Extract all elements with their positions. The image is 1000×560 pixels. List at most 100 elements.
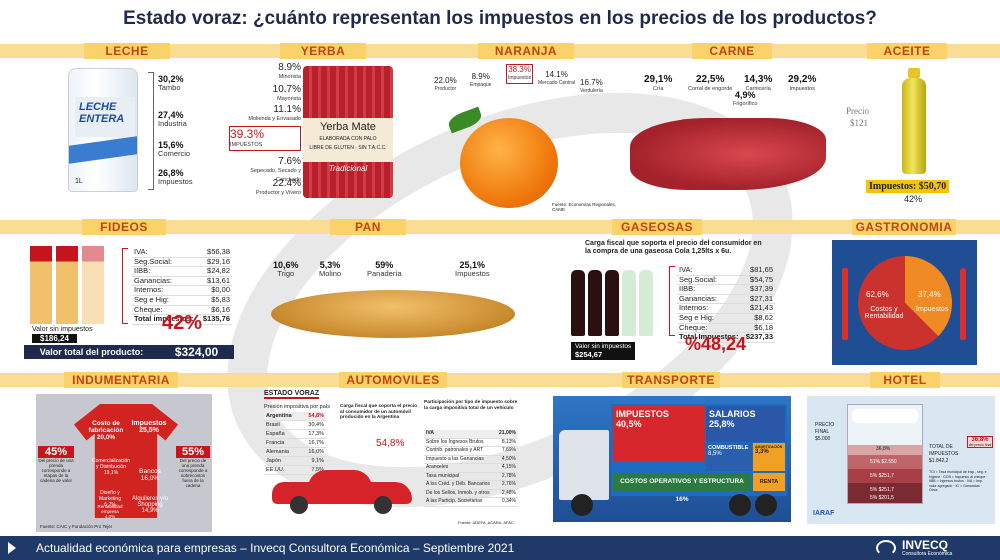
- trans-amort-block: AMORTIZACIÓN 3,3%: [753, 443, 785, 471]
- trans-salary-label: SALARIOS: [709, 409, 756, 419]
- trans-amort-value: 3,3%: [755, 449, 769, 455]
- leche-item-4: 26,8% Impuestos: [158, 168, 193, 186]
- autos-tax-table: IVA 21,00% Sobre los Ingresos Brutos 8,13%…: [424, 430, 518, 507]
- aceite-tax: Impuestos: $50,70: [866, 180, 950, 193]
- autos-country-table: Argentina 54,8% Brasil 30,4% España 17,3% F…: [264, 412, 326, 475]
- hotel-layer-3: 5% $251,7: [870, 473, 894, 479]
- autos-sub: Presión impositiva por país: [264, 404, 331, 410]
- fideos-row: IVA: $56,38: [132, 247, 232, 258]
- gaseosas-row: Seg e Hig: $8,62: [677, 312, 775, 324]
- trans-tax-block: IMPUESTOS 40,5%: [613, 406, 705, 462]
- hotel-pct-sub: del precio final: [968, 443, 992, 447]
- autos-source: Fuente: ADEFA, ACARA, AFAC: [458, 520, 514, 525]
- autos-mid-value: 54,8%: [376, 438, 405, 449]
- milk-brand-1: LECHE: [79, 101, 117, 113]
- truck-wheel: [729, 494, 751, 516]
- naranja-item-2: 8.9% Empaque: [470, 72, 492, 88]
- autos-header: ESTADO VORAZ: [264, 390, 320, 399]
- autos-mid-text: Carga fiscal que soporta el precio al co…: [340, 404, 418, 421]
- indu-part-7: Alquileres y/o Shopping 14,9%: [131, 496, 169, 514]
- fideos-table: IVA: $56,38 Seg.Social: $29,16 IIBB: $24,82…: [132, 247, 232, 325]
- yerba-panel: Yerba Mate ELABORADA CON PALO LIBRE DE G…: [225, 60, 400, 210]
- trans-fuel-block: COMBUSTIBLE 8,5%: [706, 443, 752, 471]
- indumentaria-panel: 45% Del precio de una prenda corresponde…: [36, 394, 212, 532]
- gastro-b-value: 37,4%: [918, 290, 941, 299]
- truck-wheel: [571, 494, 593, 516]
- naranja-item-4: 14.1% Mercado Central: [538, 70, 575, 86]
- naranja-item-3: 38.3% Impuestos: [506, 64, 534, 84]
- trans-fuel-label: COMBUSTIBLE: [708, 445, 749, 451]
- oil-bottle: [898, 68, 930, 176]
- hotel-pct-box: 36,8% del precio final: [967, 436, 993, 448]
- red-car: [272, 470, 412, 514]
- leche-item-3: 15,6% Comercio: [158, 140, 191, 158]
- carne-item-4: 14,3% Carnicería: [744, 74, 773, 92]
- indu-left-value: 45%: [38, 446, 74, 458]
- indu-part-2: Impuestos 25,5%: [131, 420, 167, 434]
- gaseosas-row: Ganancias: $27,31: [677, 293, 775, 305]
- trans-amort-label: AMORTIZACIÓN: [755, 445, 783, 449]
- label-transporte: TRANSPORTE: [622, 372, 720, 388]
- yerba-item-4: 39.3% IMPUESTOS: [229, 126, 301, 151]
- gaseosas-panel: Carga fiscal que soporta el precio del c…: [565, 238, 780, 364]
- label-automoviles: AUTOMOVILES: [339, 372, 447, 388]
- gastro-a-value: 62,6%: [866, 290, 889, 299]
- indu-part-5: Diseño y Marketing 6,7%: [99, 490, 121, 508]
- hotel-brand: IARAF: [813, 510, 835, 517]
- orange-fruit: [460, 118, 558, 208]
- trans-salary-block: SALARIOS 25,8%: [706, 406, 785, 442]
- yerba-item-2: 10.7% Mayorista: [272, 84, 301, 102]
- indu-part-6: Rentabilidad empresa 4,0%: [97, 504, 123, 519]
- fideos-pct: 42%: [162, 312, 203, 334]
- gaseosas-table: IVA: $81,65 Seg.Social: $54,75 IIBB: $37,39…: [677, 265, 775, 343]
- footer-text: Actualidad económica para empresas – Inv…: [36, 541, 515, 555]
- autos-right-header: Participación por tipo de impuesto sobre…: [424, 400, 518, 411]
- indu-right-box: 55% Del precio de una prenda corresponde…: [176, 446, 210, 488]
- label-aceite: ACEITE: [867, 43, 947, 59]
- carne-item-2: 22,5% Corral de engorde: [688, 74, 733, 92]
- indu-part-1: Costo de fabricación 20,0%: [88, 420, 124, 441]
- hotel-panel: PRECIO FINAL $5.000 36,8% 51% $2.550 5% …: [807, 396, 995, 524]
- yerba-pkg-sub2: LIBRE DE GLUTEN · SIN T.A.C.C.: [309, 145, 387, 151]
- pan-item-2: 5,3% Molino: [319, 260, 342, 278]
- naranja-panel: 22.0% Productor 8.9% Empaque 38.3% Impuesto…: [420, 60, 620, 212]
- pan-panel: 10,6% Trigo 5,3% Molino 59% Panadería 25,1%…: [265, 258, 520, 348]
- hotel-layer-4: 5% $251,7: [870, 487, 894, 493]
- transporte-panel: IMPUESTOS 40,5% SALARIOS 25,8% COMBUSTIB…: [553, 396, 791, 522]
- indu-part-4: Bancos 16,0%: [139, 468, 161, 482]
- gaseosas-row: Internos: $21,43: [677, 303, 775, 314]
- gaseosas-sin-value: $254,67: [575, 350, 603, 359]
- gaseosas-sin-label: Valor sin impuestos: [575, 343, 632, 350]
- hotel-notes: TGI = Tasa municipal de insp., seg. e hi…: [929, 470, 988, 492]
- footer-arrow-icon: [8, 542, 16, 554]
- aceite-pct: 42%: [904, 194, 923, 204]
- indu-right-text: Del precio de una prenda corresponde a s…: [178, 458, 208, 488]
- yerba-item-1: 8.9% Minorista: [278, 62, 301, 80]
- footer-bar: Actualidad económica para empresas – Inv…: [0, 536, 1000, 560]
- trans-tax-value: 40,5%: [616, 419, 642, 429]
- carne-item-1: 29,1% Cría: [644, 74, 673, 92]
- gaseosas-row: IIBB: $37,39: [677, 284, 775, 295]
- steak-image: [630, 118, 826, 190]
- truck-wheel: [755, 494, 777, 516]
- gaseosas-pct: %48,24: [685, 334, 747, 354]
- footer-logo-sub: Consultora Económica: [902, 551, 953, 557]
- fideos-row: Ganancias: $13,61: [132, 275, 232, 287]
- yerba-item-5: 7.6% Sepecado, Secado y Canchado: [250, 156, 301, 183]
- gaseosas-sin-box: Valor sin impuestos $254,67: [571, 342, 636, 360]
- fideos-total-bar: Valor total del producto: $324,00: [24, 345, 234, 359]
- hotel-precio: PRECIO FINAL $5.000: [815, 422, 835, 442]
- label-naranja: NARANJA: [478, 43, 574, 59]
- carne-item-3: 4,9% Frigorífico: [733, 90, 758, 107]
- indu-part-3: Comercialización y Distribución 19,1%: [92, 458, 131, 476]
- hotel-bed: 36,8% 51% $2.550 5% $251,7 5% $251,7 5% …: [847, 404, 923, 504]
- hotel-layer-2: 51% $2.550: [870, 459, 897, 465]
- pasta-packages: [30, 246, 108, 326]
- pan-item-3: 59% Panadería: [367, 260, 402, 278]
- gaseosas-row: Total Impuestos: $237,33: [677, 332, 775, 343]
- yerba-package: Yerba Mate ELABORADA CON PALO LIBRE DE G…: [303, 66, 393, 198]
- fideos-row: Cheque: $6,16: [132, 304, 232, 316]
- label-fideos: FIDEOS: [82, 219, 166, 235]
- autos-panel: ESTADO VORAZ Presión impositiva por país…: [258, 390, 520, 528]
- yerba-pkg-trad: Tradicional: [328, 164, 368, 173]
